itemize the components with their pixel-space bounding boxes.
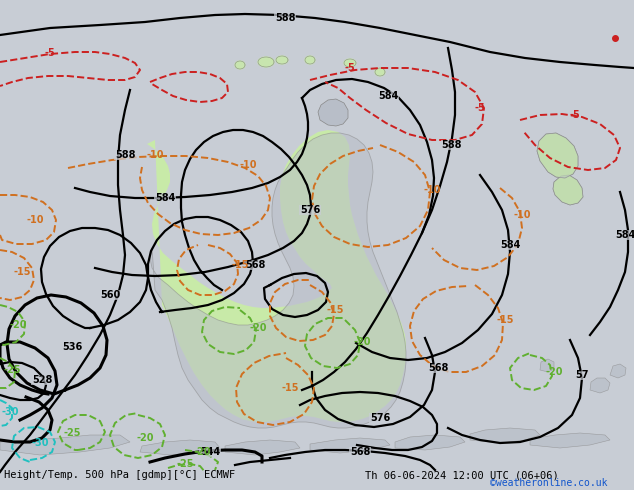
Polygon shape — [235, 61, 245, 69]
Polygon shape — [395, 435, 465, 450]
Polygon shape — [140, 440, 220, 455]
Text: -20: -20 — [249, 323, 267, 333]
Text: -30: -30 — [31, 438, 49, 448]
Text: 536: 536 — [62, 342, 82, 352]
Polygon shape — [0, 435, 130, 455]
Polygon shape — [305, 56, 315, 64]
Polygon shape — [375, 68, 385, 76]
Text: 576: 576 — [370, 413, 390, 423]
Text: 568: 568 — [428, 363, 448, 373]
Text: -15: -15 — [231, 260, 249, 270]
Text: 57: 57 — [575, 370, 589, 380]
Text: 588: 588 — [275, 13, 295, 23]
Text: 576: 576 — [300, 205, 320, 215]
Text: -15: -15 — [327, 305, 344, 315]
Polygon shape — [258, 57, 274, 67]
Text: -10: -10 — [26, 215, 44, 225]
Text: -15: -15 — [13, 267, 31, 277]
Polygon shape — [553, 175, 583, 205]
Text: 560: 560 — [100, 290, 120, 300]
Text: Height/Temp. 500 hPa [gdmp][°C] ECMWF: Height/Temp. 500 hPa [gdmp][°C] ECMWF — [4, 470, 235, 480]
Text: -20: -20 — [193, 447, 210, 457]
Polygon shape — [310, 438, 390, 453]
Text: -10: -10 — [424, 185, 441, 195]
Polygon shape — [225, 440, 300, 455]
Polygon shape — [470, 428, 540, 443]
Text: 588: 588 — [115, 150, 135, 160]
Text: -20: -20 — [10, 320, 27, 330]
Polygon shape — [344, 59, 356, 67]
Polygon shape — [147, 130, 406, 422]
Text: -20: -20 — [136, 433, 154, 443]
Text: -30: -30 — [1, 407, 19, 417]
Text: -10: -10 — [146, 150, 164, 160]
Text: 544: 544 — [200, 447, 220, 457]
Polygon shape — [553, 175, 583, 205]
Polygon shape — [537, 133, 578, 178]
Text: -15: -15 — [496, 315, 514, 325]
Text: -25: -25 — [176, 459, 194, 469]
Text: -5: -5 — [569, 110, 580, 120]
Text: -25: -25 — [3, 365, 21, 375]
Text: -20: -20 — [545, 367, 563, 377]
Text: 568: 568 — [245, 260, 265, 270]
Polygon shape — [537, 133, 578, 178]
Text: -5: -5 — [44, 48, 55, 58]
Polygon shape — [276, 56, 288, 64]
Text: ©weatheronline.co.uk: ©weatheronline.co.uk — [490, 478, 607, 488]
Text: -15: -15 — [281, 383, 299, 393]
Text: -10: -10 — [239, 160, 257, 170]
Polygon shape — [318, 99, 348, 126]
Polygon shape — [530, 433, 610, 448]
Text: 584: 584 — [378, 91, 398, 101]
Text: 528: 528 — [32, 375, 52, 385]
Text: -20: -20 — [353, 337, 371, 347]
Polygon shape — [150, 133, 406, 428]
Text: 584: 584 — [155, 193, 175, 203]
Text: -5: -5 — [345, 63, 356, 73]
Polygon shape — [590, 378, 610, 393]
Text: 584: 584 — [615, 230, 634, 240]
Polygon shape — [540, 359, 554, 372]
Text: 588: 588 — [442, 140, 462, 150]
Text: -10: -10 — [514, 210, 531, 220]
Text: -5: -5 — [475, 103, 486, 113]
Text: -25: -25 — [63, 428, 81, 438]
Text: Th 06-06-2024 12:00 UTC (06+06): Th 06-06-2024 12:00 UTC (06+06) — [365, 470, 559, 480]
Text: 568: 568 — [350, 447, 370, 457]
Text: 584: 584 — [500, 240, 520, 250]
Polygon shape — [610, 364, 626, 378]
